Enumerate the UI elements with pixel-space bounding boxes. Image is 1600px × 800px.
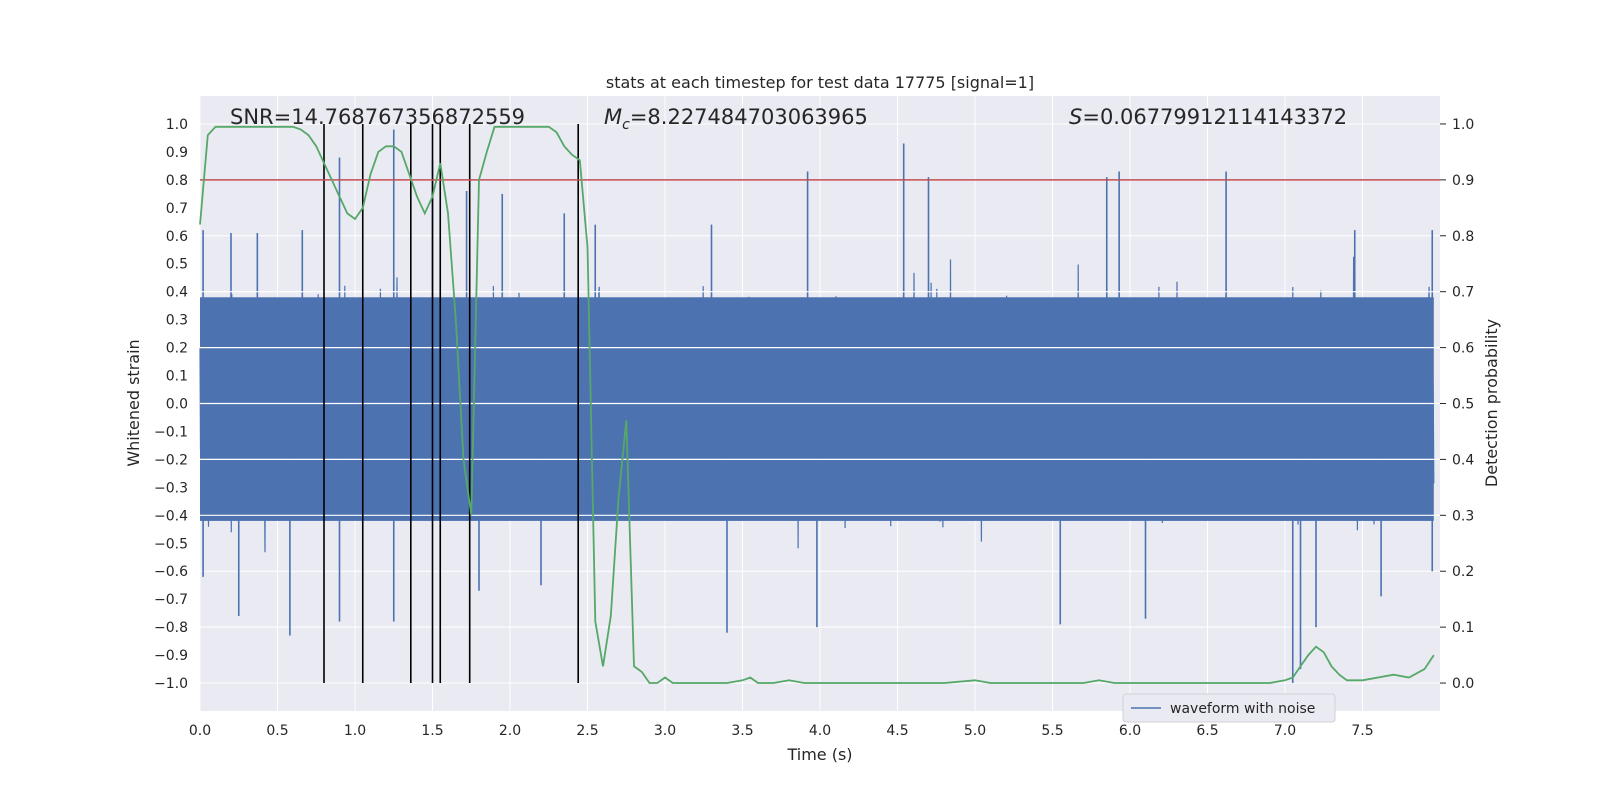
y-tick-label: 0.7 — [166, 201, 188, 217]
x-tick-label: 5.5 — [1041, 723, 1063, 739]
y-tick-label: 0.4 — [166, 285, 188, 301]
y2-tick-label: 0.5 — [1452, 397, 1474, 413]
y-tick-label: −0.3 — [154, 480, 188, 496]
x-tick-label: 2.0 — [499, 723, 521, 739]
y-axis-ticks: 1.0 0.9 0.8 0.7 0.6 0.5 0.4 0.3 0.2 0.1 0.0 −0.1 −0.… — [154, 117, 188, 692]
y-tick-label: 0.0 — [166, 397, 188, 413]
y2-tick-label: 1.0 — [1452, 117, 1474, 133]
x-tick-label: 4.0 — [809, 723, 831, 739]
y-tick-label: −0.4 — [154, 508, 188, 524]
y2-tick-label: 0.3 — [1452, 508, 1474, 524]
y-tick-label: −0.1 — [154, 424, 188, 440]
y2-tick-label: 0.4 — [1452, 452, 1474, 468]
x-tick-label: 6.5 — [1196, 723, 1218, 739]
x-axis-label: Time (s) — [786, 745, 852, 764]
s-annotation: S=0.06779912114143372 — [1069, 105, 1347, 129]
y2-tick-label: 0.0 — [1452, 676, 1474, 692]
y2-axis-label: Detection probability — [1482, 319, 1501, 487]
detection-probability-line — [199, 125, 1435, 684]
y-tick-label: 1.0 — [166, 117, 188, 133]
y-tick-label: −0.5 — [154, 536, 188, 552]
x-tick-label: 7.0 — [1274, 723, 1296, 739]
x-tick-label: 5.0 — [964, 723, 986, 739]
y-tick-label: −0.9 — [154, 648, 188, 664]
y2-axis-ticks: 1.0 0.9 0.8 0.7 0.6 0.5 0.4 0.3 0.2 0.1 0.0 — [1440, 117, 1474, 692]
x-tick-label: 0.0 — [189, 723, 211, 739]
y-tick-label: 0.3 — [166, 313, 188, 329]
x-tick-label: 3.0 — [654, 723, 676, 739]
y-axis-label: Whitened strain — [124, 339, 143, 466]
x-tick-label: 7.5 — [1351, 723, 1373, 739]
y-tick-label: −0.7 — [154, 592, 188, 608]
x-tick-label: 2.5 — [576, 723, 598, 739]
x-tick-label: 0.5 — [266, 723, 288, 739]
y2-tick-label: 0.1 — [1452, 620, 1474, 636]
x-axis-ticks: 0.0 0.5 1.0 1.5 2.0 2.5 3.0 3.5 4.0 4.5 5.0 5.5 6.0 6… — [189, 723, 1374, 739]
y-tick-label: 0.1 — [166, 369, 188, 385]
x-tick-label: 1.0 — [344, 723, 366, 739]
y-tick-label: −0.2 — [154, 452, 188, 468]
y2-tick-label: 0.9 — [1452, 173, 1474, 189]
chirp-mass-annotation: Mc=8.227484703063965 — [604, 105, 868, 133]
y-tick-label: −1.0 — [154, 676, 188, 692]
legend-label-waveform: waveform with noise — [1170, 701, 1315, 717]
y-tick-label: 0.9 — [166, 145, 188, 161]
legend: waveform with noise — [1122, 693, 1336, 723]
y2-tick-label: 0.8 — [1452, 229, 1474, 245]
y-tick-label: 0.6 — [166, 229, 188, 245]
y-tick-label: 0.2 — [166, 341, 188, 357]
x-tick-label: 3.5 — [731, 723, 753, 739]
y-tick-label: −0.8 — [154, 620, 188, 636]
chart-title: stats at each timestep for test data 177… — [606, 73, 1034, 92]
y2-tick-label: 0.7 — [1452, 285, 1474, 301]
x-tick-label: 1.5 — [421, 723, 443, 739]
y2-tick-label: 0.2 — [1452, 564, 1474, 580]
x-tick-label: 4.5 — [886, 723, 908, 739]
y-tick-label: −0.6 — [154, 564, 188, 580]
legend-box — [1122, 693, 1336, 723]
y-tick-label: 0.5 — [166, 257, 188, 273]
y-tick-label: 0.8 — [166, 173, 188, 189]
snr-annotation: SNR=14.768767356872559 — [230, 105, 525, 129]
y2-tick-label: 0.6 — [1452, 341, 1474, 357]
x-tick-label: 6.0 — [1119, 723, 1141, 739]
